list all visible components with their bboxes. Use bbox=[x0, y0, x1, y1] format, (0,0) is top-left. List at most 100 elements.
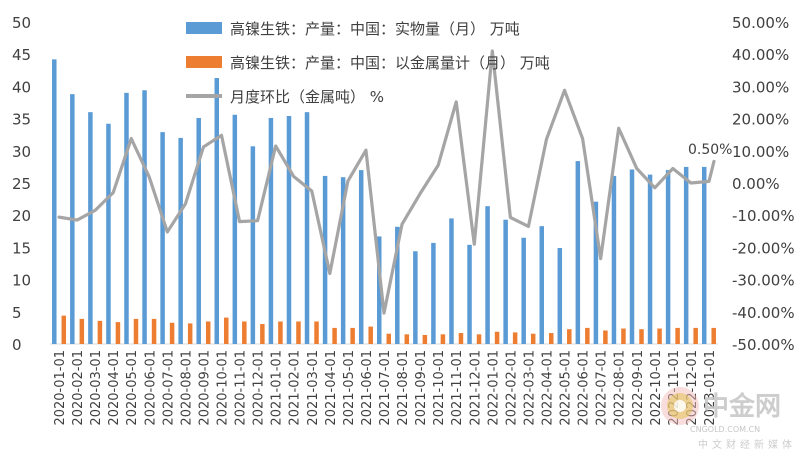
bar-metal bbox=[242, 321, 247, 344]
y2-tick-label: 40.00% bbox=[732, 46, 789, 64]
bar-physical bbox=[593, 201, 599, 344]
y2-tick-label: -10.00% bbox=[732, 207, 795, 225]
bar-physical bbox=[142, 90, 147, 344]
x-tick-label: 2023-01-01 bbox=[703, 350, 718, 426]
bar-metal bbox=[512, 332, 518, 344]
line-layer bbox=[57, 49, 716, 315]
bar-metal bbox=[79, 318, 85, 344]
bar-metal bbox=[657, 328, 662, 344]
bar-metal bbox=[548, 333, 554, 344]
bar-metal bbox=[133, 318, 139, 344]
bar-metal bbox=[693, 327, 698, 344]
x-tick-label: 2021-12-01 bbox=[468, 350, 483, 426]
bar-physical bbox=[521, 237, 526, 344]
bar-physical bbox=[268, 117, 274, 345]
x-tick-label: 2021-03-01 bbox=[306, 350, 321, 426]
left-axis: 0 5 10 15 20 25 30 35 40 45 50 bbox=[12, 14, 31, 354]
x-tick-label: 2020-03-01 bbox=[89, 350, 104, 426]
bar-physical bbox=[539, 226, 544, 344]
bar-physical bbox=[431, 242, 436, 344]
legend-label: 高镍生铁：产量：中国：实物量（月） 万吨 bbox=[230, 20, 520, 38]
x-tick-label: 2020-10-01 bbox=[216, 350, 231, 426]
x-tick-label: 2022-07-01 bbox=[595, 350, 610, 426]
y-tick-label: 30 bbox=[12, 143, 31, 161]
x-tick-label: 2021-04-01 bbox=[324, 350, 339, 426]
bar-metal bbox=[278, 321, 283, 344]
y-tick-label: 0 bbox=[12, 336, 22, 354]
right-axis: -50.00% -40.00% -30.00% -20.00% -10.00% 0.00%… bbox=[732, 14, 795, 354]
watermark-url: CNGOLD.COM.CN bbox=[690, 425, 760, 434]
bar-physical bbox=[196, 117, 201, 345]
x-tick-label: 2022-04-01 bbox=[540, 350, 555, 426]
y-tick-label: 35 bbox=[12, 111, 31, 129]
bar-metal bbox=[458, 333, 464, 344]
legend-swatch bbox=[186, 56, 222, 68]
x-tick-label: 2022-10-01 bbox=[649, 350, 664, 426]
bar-metal bbox=[187, 323, 193, 344]
y-tick-label: 10 bbox=[12, 272, 31, 290]
x-tick-label: 2020-01-01 bbox=[53, 350, 68, 426]
watermark-subtitle: 中文财经新媒体 bbox=[698, 438, 796, 451]
bar-metal bbox=[440, 334, 446, 344]
x-tick-label: 2021-01-01 bbox=[270, 350, 285, 426]
bar-metal bbox=[115, 322, 121, 344]
bar-physical bbox=[304, 112, 310, 344]
watermark-logo-icon bbox=[661, 387, 699, 425]
bar-physical bbox=[106, 123, 111, 344]
x-tick-label: 2021-08-01 bbox=[396, 350, 411, 426]
bar-physical bbox=[214, 78, 220, 344]
bar-metal bbox=[368, 326, 373, 344]
y2-tick-label: 10.00% bbox=[732, 143, 789, 161]
legend: 高镍生铁：产量：中国：实物量（月） 万吨高镍生铁：产量：中国：以金属量计（月） … bbox=[186, 20, 550, 106]
bar-physical bbox=[449, 218, 454, 344]
bar-metal bbox=[530, 333, 536, 344]
bar-metal bbox=[603, 330, 608, 344]
x-axis: 2020-01-01 2020-02-01 2020-03-01 2020-04-01… bbox=[53, 350, 718, 426]
bar-physical bbox=[377, 236, 382, 344]
x-tick-label: 2020-04-01 bbox=[107, 350, 122, 426]
bar-metal bbox=[350, 327, 355, 344]
bar-metal bbox=[386, 333, 391, 344]
annotations: 0.50% bbox=[688, 142, 732, 158]
legend-label: 高镍生铁：产量：中国：以金属量计（月） 万吨 bbox=[230, 54, 550, 72]
bar-physical bbox=[575, 161, 581, 344]
bar-physical bbox=[178, 137, 183, 344]
x-tick-label: 2020-05-01 bbox=[125, 350, 140, 426]
bar-physical bbox=[647, 174, 653, 344]
bar-metal bbox=[675, 327, 680, 344]
y2-tick-label: 20.00% bbox=[732, 111, 789, 129]
bar-metal bbox=[224, 317, 229, 344]
y-tick-label: 15 bbox=[12, 239, 31, 257]
bar-metal bbox=[494, 331, 500, 344]
bar-metal bbox=[585, 327, 590, 344]
bar-physical bbox=[250, 146, 256, 344]
bar-metal bbox=[296, 321, 301, 344]
bar-physical bbox=[395, 226, 400, 344]
x-tick-label: 2022-01-01 bbox=[486, 350, 501, 426]
bar-metal bbox=[97, 320, 103, 344]
bar-metal bbox=[621, 328, 626, 344]
watermark: 中金网 CNGOLD.COM.CN 中文财经新媒体 bbox=[661, 387, 796, 451]
bar-metal bbox=[567, 329, 572, 344]
bar-metal bbox=[639, 329, 644, 344]
x-tick-label: 2022-08-01 bbox=[613, 350, 628, 426]
bar-physical bbox=[52, 59, 57, 344]
bar-metal bbox=[314, 321, 319, 344]
bar-physical bbox=[124, 92, 129, 344]
x-tick-label: 2020-07-01 bbox=[161, 350, 176, 426]
bar-metal bbox=[169, 322, 175, 344]
bar-physical bbox=[683, 166, 689, 344]
bar-physical bbox=[467, 244, 472, 344]
bar-physical bbox=[629, 169, 635, 344]
bar-physical bbox=[557, 248, 563, 344]
x-tick-label: 2020-02-01 bbox=[71, 350, 86, 426]
bar-physical bbox=[232, 114, 238, 345]
bar-physical bbox=[665, 170, 671, 344]
x-tick-label: 2022-06-01 bbox=[577, 350, 592, 426]
bar-metal bbox=[61, 315, 67, 344]
y2-tick-label: -30.00% bbox=[732, 272, 795, 290]
watermark-title: 中金网 bbox=[703, 391, 781, 422]
x-tick-label: 2021-10-01 bbox=[432, 350, 447, 426]
